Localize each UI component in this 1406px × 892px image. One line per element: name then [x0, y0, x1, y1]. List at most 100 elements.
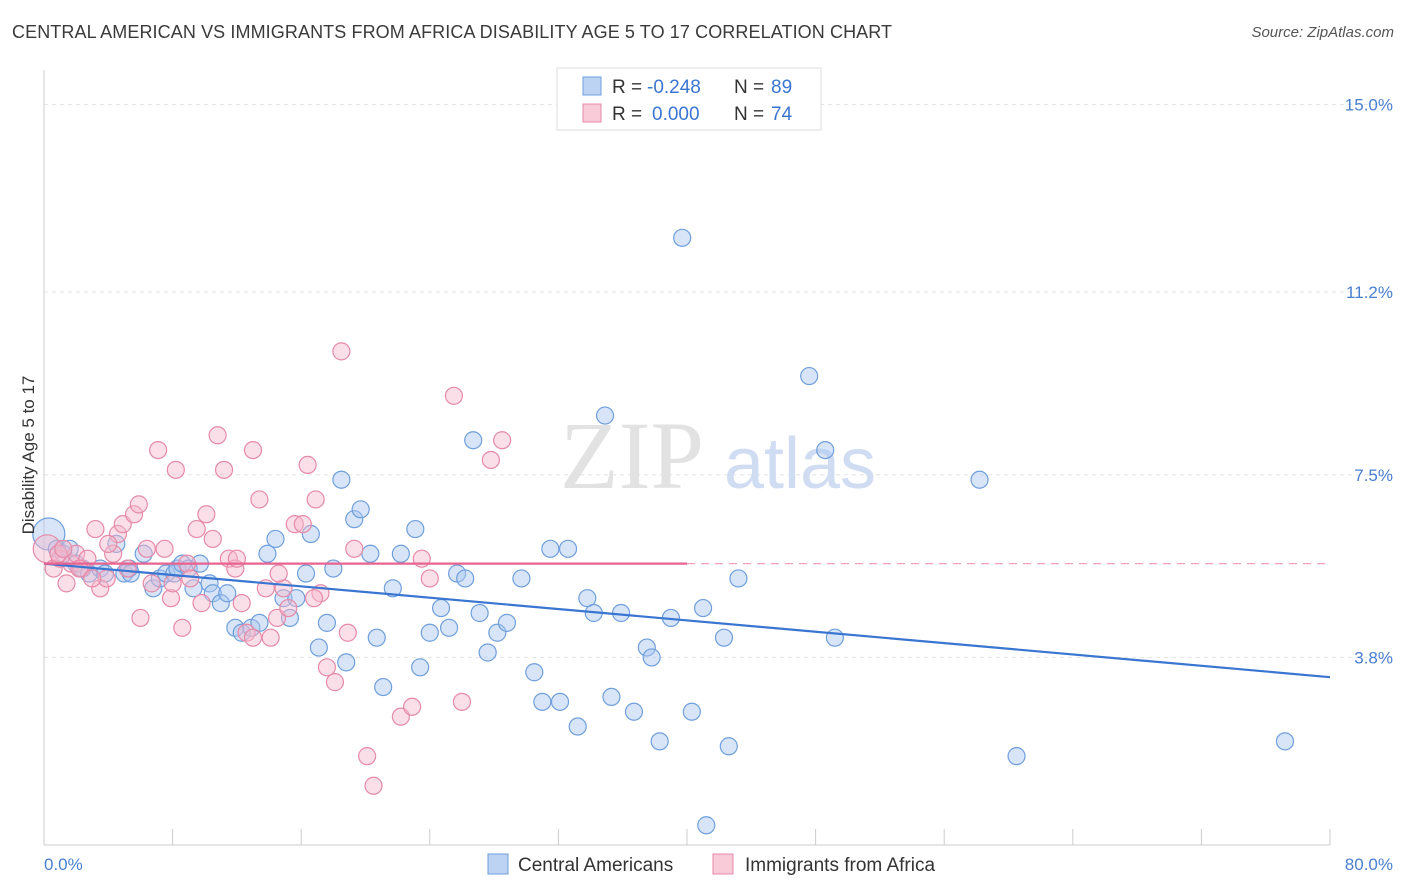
point-s0-77 [650, 732, 669, 751]
stats-legend: R = -0.248 N = 89 R = 0.000 N = 74 [556, 67, 822, 131]
x-tick-label-1: 80.0% [1345, 855, 1393, 874]
point-s0-75 [637, 638, 656, 657]
point-s0-83 [714, 628, 734, 647]
point-s1-72 [269, 564, 288, 583]
point-s1-18 [142, 574, 161, 593]
point-s1-23 [173, 618, 192, 637]
point-s1-58 [420, 569, 439, 588]
legend-r-label-2: R = [612, 104, 642, 125]
legend-swatch-central [582, 76, 602, 96]
point-s1-71 [243, 628, 263, 647]
point-s1-34 [232, 594, 251, 613]
point-s1-73 [304, 589, 324, 608]
point-s0-79 [673, 228, 692, 247]
point-s1-11 [104, 544, 123, 563]
point-s0-91 [1275, 732, 1295, 751]
point-s1-61 [481, 450, 500, 470]
point-s1-67 [99, 534, 118, 553]
point-s1-25 [181, 569, 200, 588]
point-s1-8 [86, 519, 105, 539]
point-s0-43 [345, 510, 364, 529]
y-tick-label-2: 11.2% [1346, 283, 1393, 302]
source-label: Source: ZipAtlas.com [1251, 24, 1394, 41]
point-s0-85 [729, 569, 748, 588]
point-s1-42 [279, 598, 298, 618]
point-s0-53 [431, 598, 451, 618]
point-s0-71 [595, 406, 615, 425]
legend-swatch-central-bottom [487, 853, 509, 875]
point-s1-30 [208, 426, 227, 445]
y-tick-label-0: 3.8% [1354, 648, 1393, 667]
point-s0-25 [211, 594, 230, 613]
legend-r-label-1: R = [612, 77, 642, 98]
point-s1-12 [108, 524, 128, 544]
point-s1-39 [261, 628, 280, 647]
point-s1-45 [298, 455, 317, 475]
point-s1-52 [345, 539, 364, 558]
watermark-zip: ZIP [560, 402, 704, 509]
point-s0-31 [258, 544, 277, 563]
point-s0-52 [420, 623, 439, 642]
point-s0-62 [512, 569, 531, 588]
watermark-atlas: atlas [724, 424, 876, 504]
point-s0-57 [464, 431, 483, 450]
point-s0-89 [970, 470, 989, 489]
point-s1-50 [332, 342, 351, 361]
point-s1-46 [306, 490, 325, 509]
point-s0-50 [406, 519, 425, 539]
point-s0-66 [550, 692, 570, 711]
point-s0-58 [470, 603, 489, 623]
point-s0-36 [296, 564, 316, 583]
legend-r-value-2: 0.000 [652, 104, 700, 125]
point-s0-49 [391, 544, 410, 563]
point-s0-68 [568, 717, 587, 736]
point-s0-72 [602, 687, 621, 707]
point-s1-36 [243, 440, 263, 460]
point-s0-59 [478, 643, 497, 662]
point-s0-65 [541, 539, 560, 558]
point-s0-60 [488, 623, 507, 642]
point-s0-88 [825, 628, 844, 647]
point-s0-42 [337, 653, 356, 672]
legend-n-value-2: 74 [771, 104, 793, 125]
tick-labels: 3.8% 7.5% 11.2% 15.0% 0.0% 80.0% [44, 96, 1393, 874]
point-s1-37 [250, 490, 269, 509]
point-s0-81 [693, 598, 713, 618]
point-s1-65 [54, 539, 73, 558]
point-s1-53 [358, 747, 377, 766]
point-s0-67 [558, 539, 578, 558]
point-s0-64 [533, 692, 552, 711]
point-s0-13 [134, 544, 153, 563]
point-s1-20 [155, 539, 174, 558]
point-s1-31 [214, 460, 234, 479]
point-s0-41 [332, 470, 351, 489]
point-s1-27 [192, 594, 211, 613]
point-s1-51 [338, 623, 357, 642]
point-s0-86 [800, 366, 819, 386]
point-s1-54 [364, 776, 383, 795]
point-s1-60 [452, 692, 472, 711]
point-s1-68 [131, 608, 150, 628]
point-s1-16 [129, 495, 148, 514]
legend-r-value-1: -0.248 [647, 77, 701, 98]
point-s0-82 [697, 816, 716, 835]
data-points [32, 228, 1295, 835]
point-s0-45 [361, 544, 380, 563]
point-s0-80 [682, 702, 701, 721]
point-s0-90 [1007, 747, 1026, 766]
point-s1-28 [197, 505, 216, 524]
trend-lines [43, 562, 1331, 679]
point-s0-76 [642, 648, 661, 667]
x-tick-label-0: 0.0% [44, 855, 83, 874]
point-s0-63 [525, 663, 544, 682]
point-s1-3 [57, 574, 76, 593]
y-tick-label-3: 15.0% [1345, 96, 1393, 115]
y-tick-label-1: 7.5% [1354, 466, 1393, 485]
point-s0-12 [121, 564, 140, 583]
point-s1-15 [124, 505, 144, 524]
point-s1-22 [166, 460, 185, 479]
point-s0-39 [317, 613, 337, 632]
point-s1-19 [149, 440, 168, 460]
point-s1-66 [83, 569, 102, 588]
